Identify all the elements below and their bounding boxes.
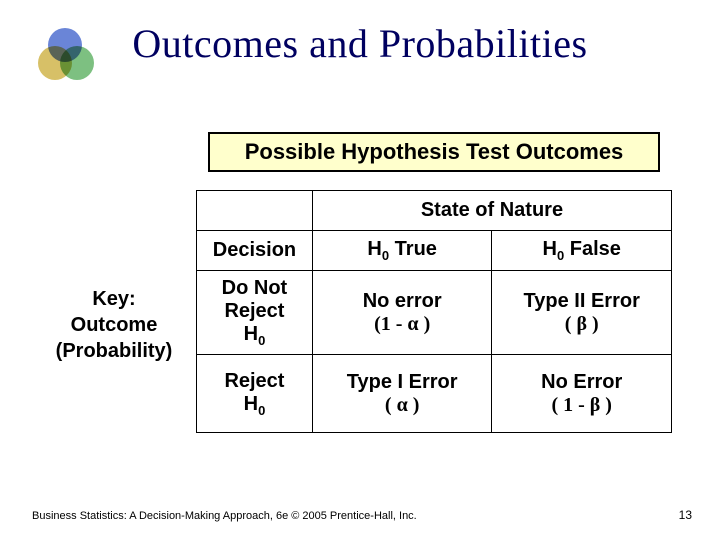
outcome-prob: ( β ) (565, 313, 599, 335)
row-do-not-reject: Do NotRejectH0 (197, 271, 313, 355)
table-row: Decision H0 True H0 False (197, 231, 672, 271)
outcome-prob: ( α ) (385, 394, 419, 416)
key-legend: Key: Outcome (Probability) (40, 286, 188, 364)
key-line: Key: (40, 286, 188, 312)
key-line: Outcome (40, 312, 188, 338)
heading-text: Possible Hypothesis Test Outcomes (245, 139, 624, 165)
key-line: (Probability) (40, 338, 188, 364)
title-row: Outcomes and Probabilities (0, 20, 720, 67)
footer-citation: Business Statistics: A Decision-Making A… (32, 510, 417, 522)
outcome-label: Type I Error (347, 371, 458, 393)
slide-title: Outcomes and Probabilities (132, 21, 587, 66)
outcome-label: Type II Error (524, 290, 640, 312)
col-h0-true: H0 True (312, 231, 492, 271)
cell-type1-error: Type I Error ( α ) (312, 355, 492, 433)
outcome-prob: ( 1 - β ) (551, 394, 612, 416)
slide: Outcomes and Probabilities Possible Hypo… (0, 0, 720, 540)
table-row: Do NotRejectH0 No error (1 - α ) Type II… (197, 271, 672, 355)
outcome-label: No error (363, 290, 442, 312)
table-row: State of Nature (197, 191, 672, 231)
cell-no-error2: No Error ( 1 - β ) (492, 355, 672, 433)
table-row: RejectH0 Type I Error ( α ) No Error ( 1… (197, 355, 672, 433)
row-reject: RejectH0 (197, 355, 313, 433)
col-h0-false: H0 False (492, 231, 672, 271)
heading-box: Possible Hypothesis Test Outcomes (208, 132, 660, 172)
blank-corner-cell (197, 191, 313, 231)
outcome-label: No Error (541, 371, 622, 393)
cell-no-error: No error (1 - α ) (312, 271, 492, 355)
cell-type2-error: Type II Error ( β ) (492, 271, 672, 355)
decision-header: Decision (197, 231, 313, 271)
page-number: 13 (679, 508, 692, 522)
outcome-prob: (1 - α ) (374, 313, 430, 335)
state-of-nature-header: State of Nature (312, 191, 671, 231)
outcomes-table: State of Nature Decision H0 True H0 Fals… (196, 190, 672, 433)
